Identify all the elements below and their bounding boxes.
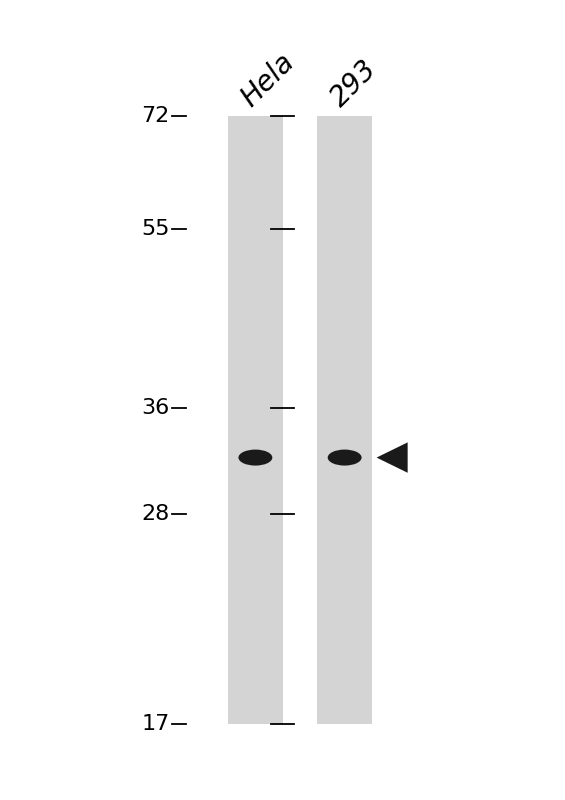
Text: 55: 55 — [141, 219, 170, 239]
Polygon shape — [376, 442, 408, 473]
Text: Hela: Hela — [236, 48, 300, 112]
Ellipse shape — [238, 450, 272, 466]
Bar — [318, 116, 372, 724]
Text: 293: 293 — [325, 55, 382, 112]
Ellipse shape — [328, 450, 362, 466]
Text: 72: 72 — [141, 106, 170, 126]
Text: 28: 28 — [141, 504, 170, 524]
Bar — [228, 116, 283, 724]
Text: 36: 36 — [141, 398, 170, 418]
Text: 17: 17 — [141, 714, 170, 734]
